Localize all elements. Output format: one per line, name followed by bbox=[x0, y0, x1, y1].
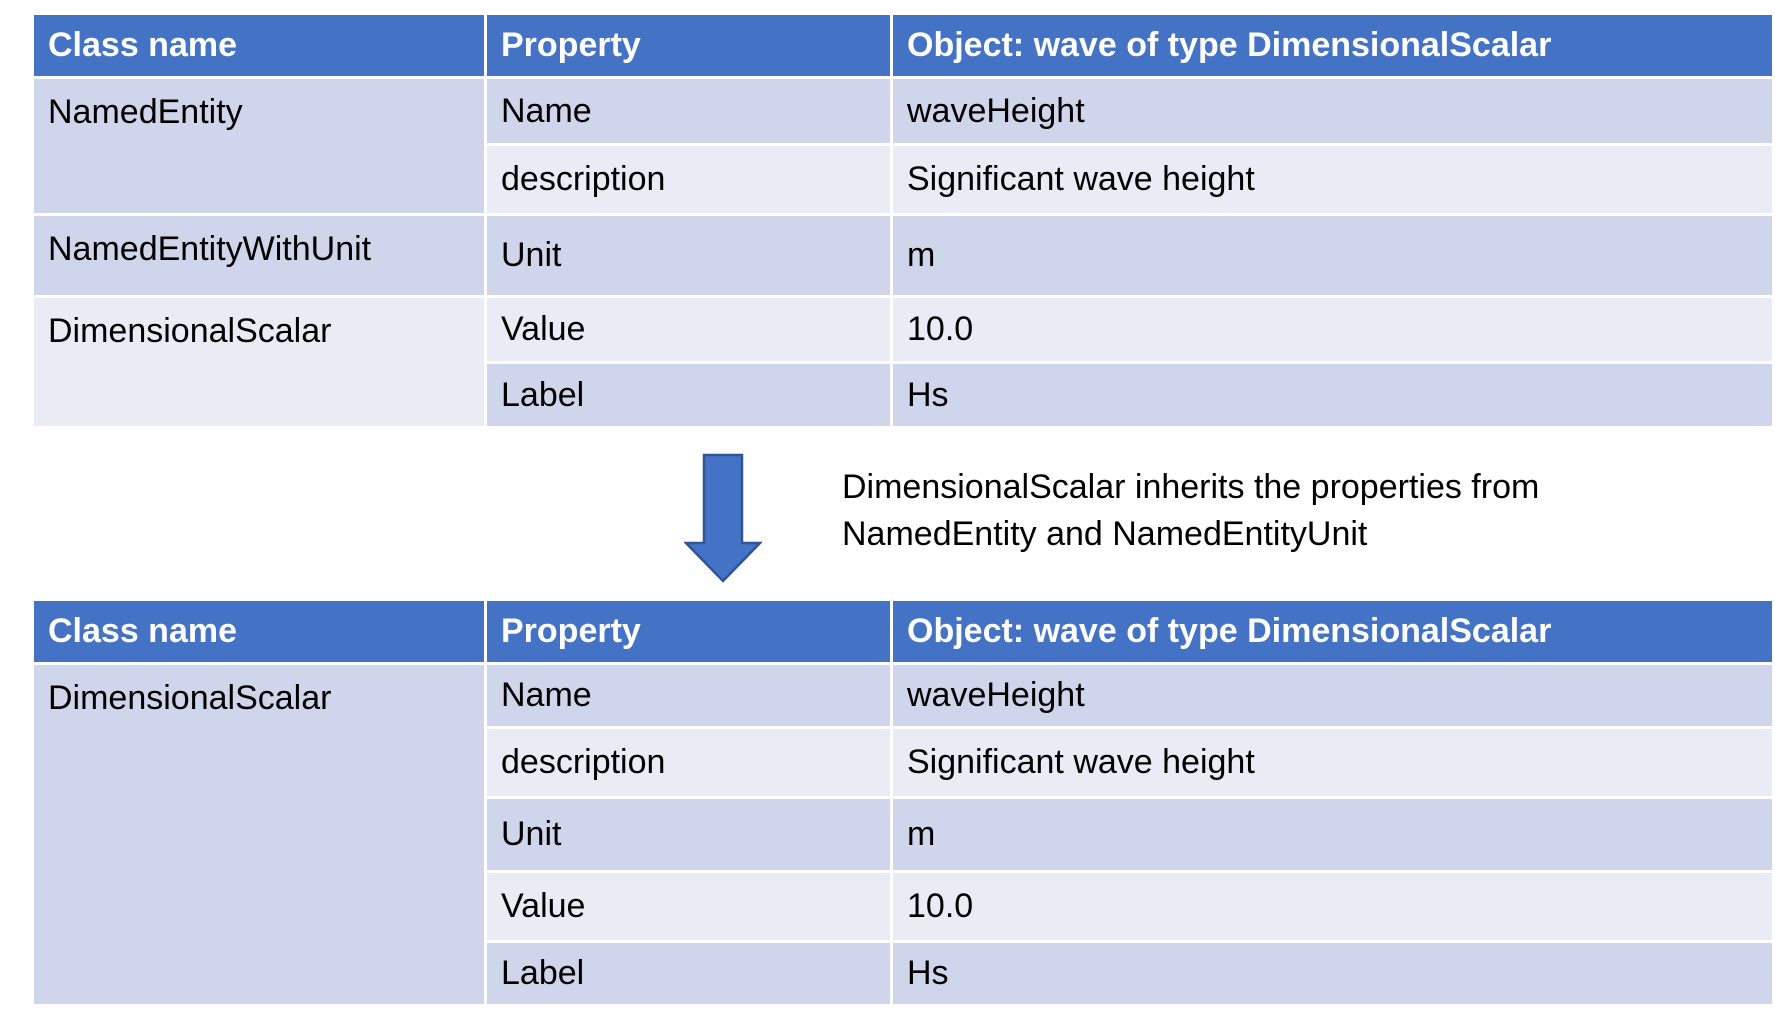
property-cell: description bbox=[484, 726, 893, 799]
header-class-name: Class name bbox=[31, 598, 487, 665]
inheritance-note: DimensionalScalar inherits the propertie… bbox=[842, 464, 1539, 558]
value-cell: waveHeight bbox=[890, 662, 1775, 729]
property-cell: Value bbox=[484, 295, 893, 364]
table-row: description Significant wave height bbox=[33, 726, 1775, 799]
table-row: Label Hs bbox=[33, 361, 1775, 429]
table-after-inheritance: Class name Property Object: wave of type… bbox=[31, 598, 1775, 1007]
property-cell: Name bbox=[484, 76, 893, 146]
class-cell-named-entity-with-unit: NamedEntityWithUnit bbox=[31, 213, 487, 298]
table-row: NamedEntityWithUnit Unit m bbox=[31, 213, 1775, 298]
table-row: Label Hs bbox=[33, 940, 1775, 1007]
value-cell: Significant wave height bbox=[890, 143, 1775, 216]
value-cell: waveHeight bbox=[890, 76, 1775, 146]
table-row: NamedEntity Name waveHeight bbox=[31, 76, 1775, 216]
header-property: Property bbox=[484, 12, 893, 79]
header-class-name: Class name bbox=[31, 12, 487, 79]
table-row: Value 10.0 bbox=[33, 870, 1775, 943]
value-cell: m bbox=[890, 796, 1775, 873]
value-cell: 10.0 bbox=[890, 870, 1775, 943]
property-cell: description bbox=[484, 143, 893, 216]
note-line-2: NamedEntity and NamedEntityUnit bbox=[842, 515, 1368, 553]
property-cell: Unit bbox=[484, 796, 893, 873]
property-cell: Unit bbox=[484, 213, 893, 298]
header-object: Object: wave of type DimensionalScalar bbox=[890, 12, 1775, 79]
value-cell: 10.0 bbox=[890, 295, 1775, 364]
value-cell: Significant wave height bbox=[890, 726, 1775, 799]
value-cell: Hs bbox=[890, 361, 1775, 429]
property-cell: Value bbox=[484, 870, 893, 943]
class-cell-dimensional-scalar: DimensionalScalar bbox=[31, 662, 487, 1007]
table-row: DimensionalScalar Name waveHeight bbox=[31, 662, 1775, 1007]
value-cell: Hs bbox=[890, 940, 1775, 1007]
class-cell-named-entity: NamedEntity bbox=[31, 76, 487, 216]
table-before-inheritance: Class name Property Object: wave of type… bbox=[31, 12, 1775, 429]
down-arrow-icon bbox=[684, 453, 762, 583]
table-row: description Significant wave height bbox=[32, 143, 1775, 216]
header-object: Object: wave of type DimensionalScalar bbox=[890, 598, 1775, 665]
table-header-row: Class name Property Object: wave of type… bbox=[31, 12, 1775, 79]
property-cell: Label bbox=[484, 361, 893, 429]
class-cell-dimensional-scalar: DimensionalScalar bbox=[31, 295, 487, 429]
value-cell: m bbox=[890, 213, 1775, 298]
property-cell: Label bbox=[484, 940, 893, 1007]
property-cell: Name bbox=[484, 662, 893, 729]
note-line-1: DimensionalScalar inherits the propertie… bbox=[842, 468, 1540, 506]
table-row: DimensionalScalar Value 10.0 bbox=[31, 295, 1775, 429]
table-row: Unit m bbox=[33, 796, 1775, 873]
header-property: Property bbox=[484, 598, 893, 665]
table-header-row: Class name Property Object: wave of type… bbox=[31, 598, 1775, 665]
